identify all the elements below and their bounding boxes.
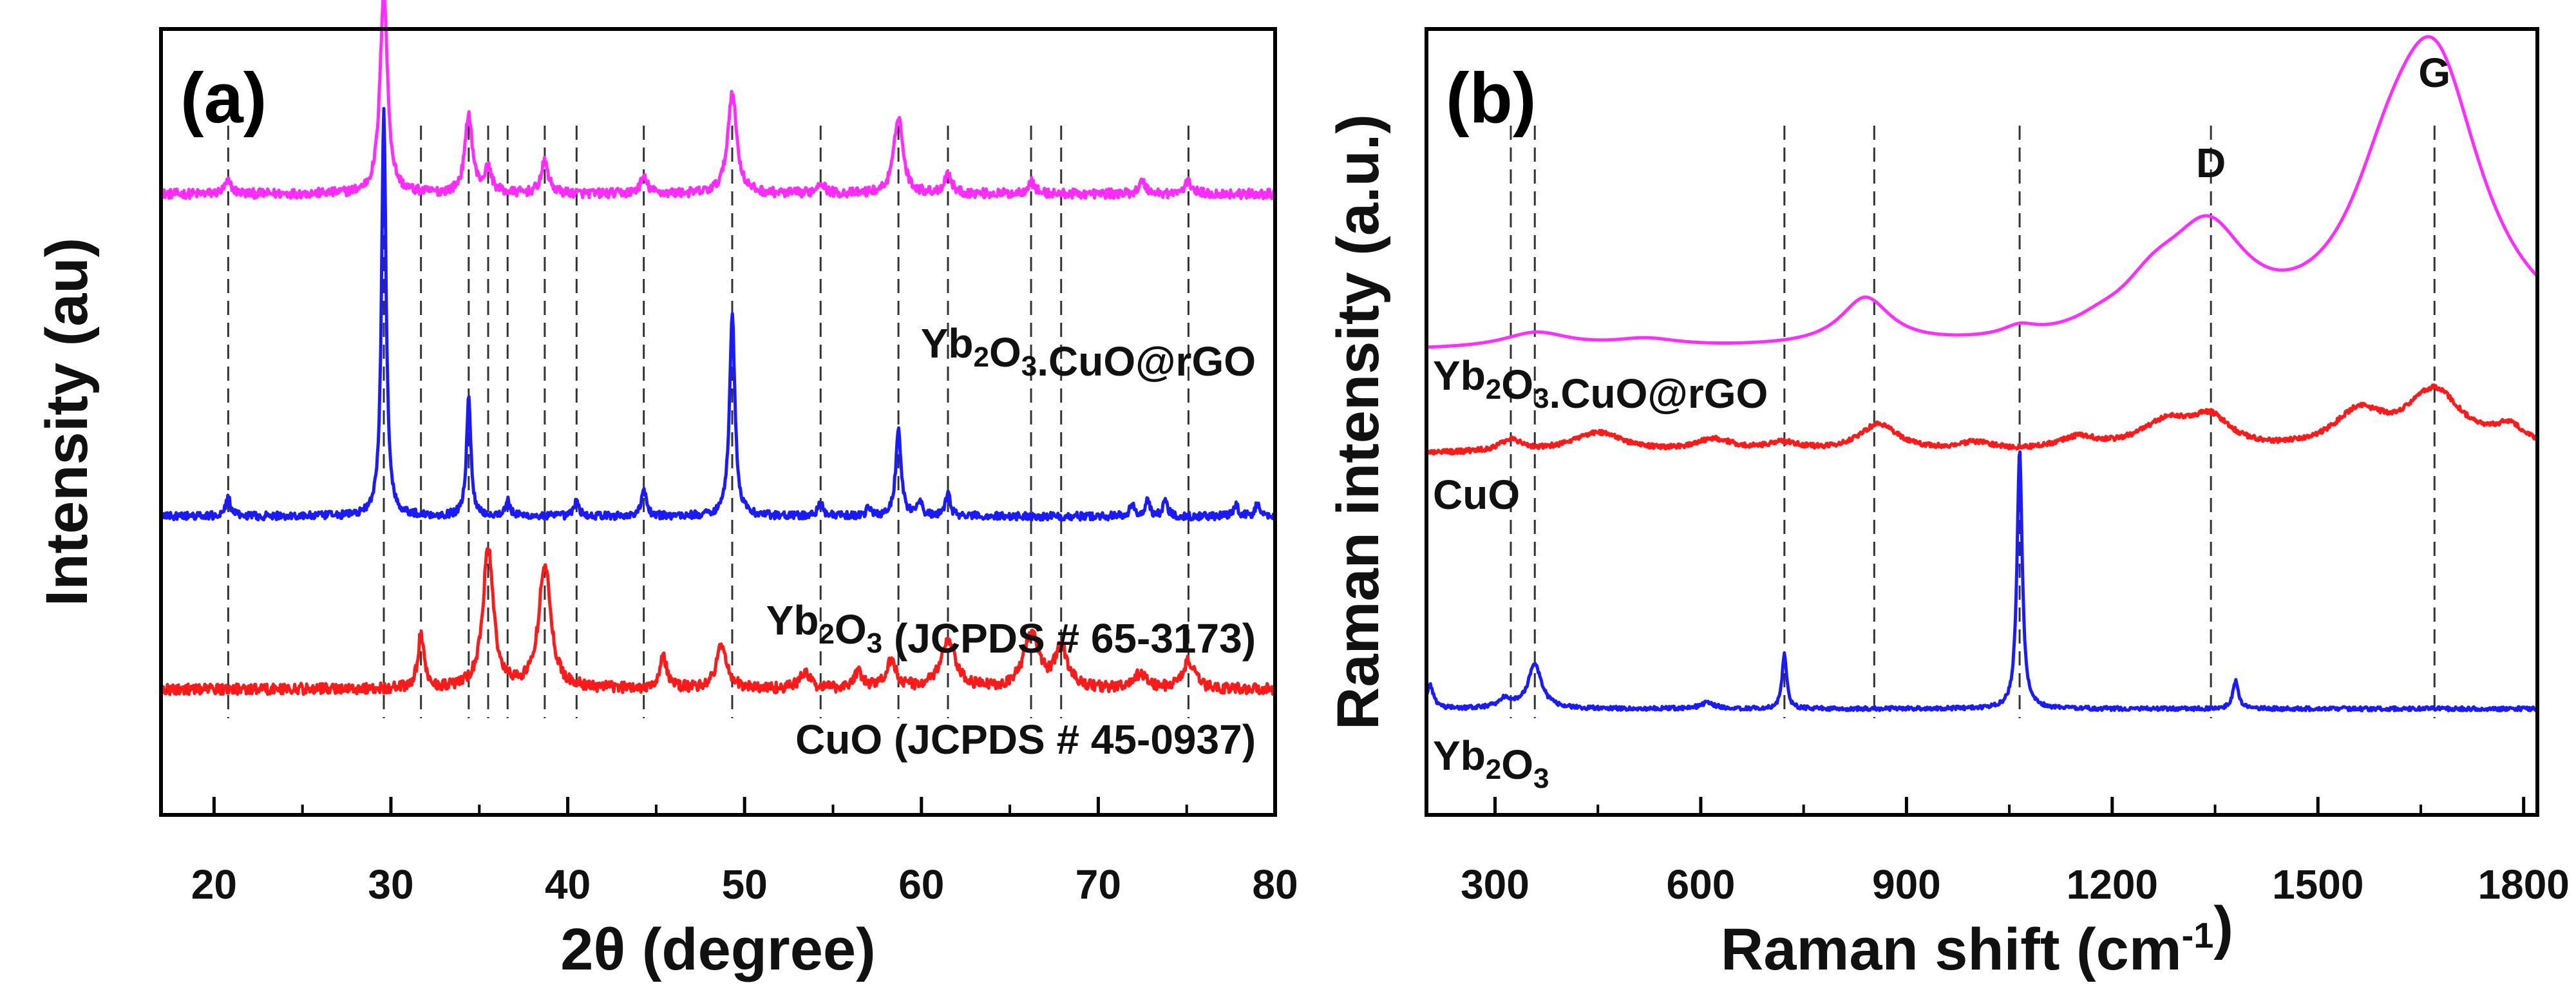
panel-a-plot-frame	[159, 27, 1277, 817]
series-line-0	[1425, 35, 2539, 349]
x-tick-label: 80	[1252, 861, 1298, 908]
x-tick-label: 1800	[2478, 861, 2570, 908]
panel-a-trace-labels: Yb2O3.CuO@rGO Yb2O3 (JCPDS # 65-3173) CuO …	[766, 320, 1256, 763]
x-tick-label: 1200	[2067, 861, 2158, 908]
panel-b-band-labels: DG	[2196, 50, 2450, 186]
series-line-1	[160, 107, 1277, 522]
trace-label: Yb2O3.CuO@rGO	[921, 320, 1256, 385]
x-tick-label: 70	[1075, 861, 1121, 908]
panel-a-xrd-chart: 20 30 40 50 60 70 80 (a) 2θ (degree) Intensity…	[34, 0, 1298, 982]
trace-label: Yb2O3	[1433, 732, 1549, 794]
panel-a-label: (a)	[180, 59, 267, 138]
panel-b-series	[1425, 35, 2539, 712]
x-tick-label: 20	[191, 861, 237, 908]
panel-a-reference-lines	[227, 126, 1189, 718]
panel-b-x-ticks: 300 600 900 1200 1500 1800	[1461, 797, 2570, 908]
panel-a-x-ticks: 20 30 40 50 60 70 80	[191, 797, 1298, 908]
band-label-D: D	[2196, 140, 2226, 186]
band-label-G: G	[2418, 50, 2450, 96]
panel-b-plot-frame	[1425, 27, 2539, 817]
x-tick-label: 30	[368, 861, 413, 908]
x-tick-label: 1500	[2272, 861, 2363, 908]
panel-b-reference-lines	[1510, 126, 2436, 718]
x-tick-label: 50	[722, 861, 768, 908]
panel-b-x-axis-title: Raman shift (cm-1)	[1721, 895, 2233, 982]
panel-b-raman-chart: 300 600 900 1200 1500 1800 (b) Raman shift (c…	[1325, 27, 2570, 982]
trace-label: Yb2O3 (JCPDS # 65-3173)	[766, 597, 1256, 662]
panel-a-x-axis-title: 2θ (degree)	[560, 917, 875, 982]
trace-label: Yb2O3.CuO@rGO	[1433, 352, 1768, 417]
x-tick-label: 900	[1872, 861, 1941, 908]
x-tick-label: 40	[545, 861, 591, 908]
panel-a-y-axis-title: Intensity (au)	[34, 238, 100, 606]
series-line-0	[160, 0, 1277, 200]
series-line-2	[1425, 450, 2539, 712]
x-tick-label: 60	[898, 861, 944, 908]
x-tick-label: 600	[1667, 861, 1736, 908]
panel-b-trace-labels: Yb2O3.CuO@rGO CuO Yb2O3	[1433, 352, 1768, 794]
trace-label: CuO (JCPDS # 45-0937)	[795, 716, 1256, 763]
x-tick-label: 300	[1461, 861, 1530, 908]
panel-b-label: (b)	[1446, 59, 1536, 138]
series-line-1	[1425, 383, 2539, 456]
panel-b-y-axis-title: Raman intensity (a.u.)	[1325, 114, 1391, 730]
panel-a-series	[159, 0, 1277, 696]
trace-label: CuO	[1433, 472, 1520, 518]
series-line-2	[159, 547, 1277, 696]
